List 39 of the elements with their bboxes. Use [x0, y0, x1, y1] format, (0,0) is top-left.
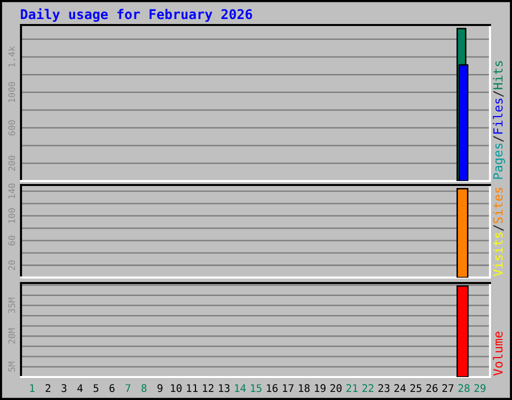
- x-tick-label: 28: [458, 384, 470, 392]
- x-tick-label: 18: [298, 384, 310, 392]
- text: /: [493, 136, 504, 142]
- x-tick-label: 6: [110, 384, 114, 392]
- x-tick-label: 2: [46, 384, 50, 392]
- x-tick-label: 29: [474, 384, 486, 392]
- x-tick-label: 20: [330, 384, 342, 392]
- x-tick-label: 10: [170, 384, 182, 392]
- x-tick-label: 8: [142, 384, 146, 392]
- x-tick-label: 24: [394, 384, 406, 392]
- text: Sites: [492, 188, 503, 224]
- chart-title: Daily usage for February 2026: [20, 8, 252, 22]
- x-tick-label: 14: [234, 384, 246, 392]
- x-tick-label: 21: [346, 384, 358, 392]
- text: Files: [492, 98, 503, 134]
- x-tick-label: 12: [202, 384, 214, 392]
- x-tick-label: 22: [362, 384, 374, 392]
- x-tick-label: 11: [186, 384, 198, 392]
- x-tick-label: 1: [30, 384, 34, 392]
- text: Hits: [492, 61, 503, 90]
- x-tick-label: 25: [410, 384, 422, 392]
- text: /: [493, 90, 504, 97]
- x-tick-label: 3: [62, 384, 66, 392]
- x-tick-label: 16: [266, 384, 278, 392]
- x-tick-label: 5: [94, 384, 98, 392]
- x-tick-label: 26: [426, 384, 438, 392]
- text: /: [493, 225, 504, 231]
- x-tick-label: 7: [126, 384, 130, 392]
- x-tick-label: 15: [250, 384, 262, 392]
- x-tick-label: 19: [314, 384, 326, 392]
- legend-label: Pages: [493, 144, 506, 179]
- x-tick-label: 13: [218, 384, 230, 392]
- x-tick-label: 17: [282, 384, 294, 392]
- x-tick-label: 23: [378, 384, 390, 392]
- x-tick-label: 4: [77, 384, 83, 392]
- legend-label: Visits: [492, 232, 503, 276]
- text: Volume: [492, 332, 503, 376]
- x-tick-label: 9: [158, 384, 162, 392]
- x-tick-label: 27: [442, 384, 454, 392]
